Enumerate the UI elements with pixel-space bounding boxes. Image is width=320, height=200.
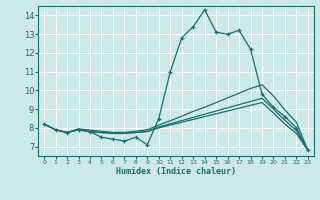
- X-axis label: Humidex (Indice chaleur): Humidex (Indice chaleur): [116, 167, 236, 176]
